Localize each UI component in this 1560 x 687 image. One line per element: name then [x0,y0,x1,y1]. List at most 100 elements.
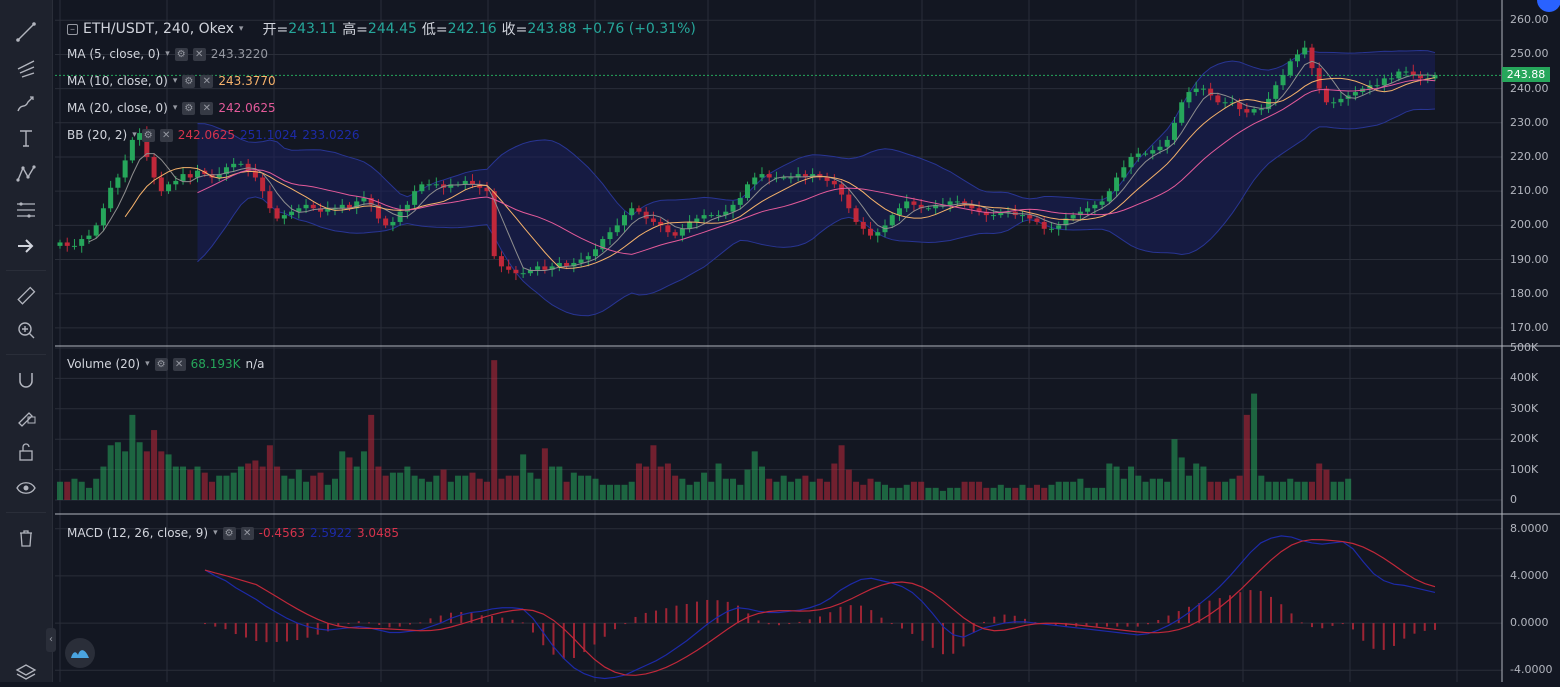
candle-body [1041,221,1047,229]
volume-bar [230,472,237,500]
macd-histogram-bar [480,615,483,624]
bb-legend[interactable]: BB (20, 2) ▾ ⚙ ✕ 242.0625 251.1024 233.022… [67,128,360,142]
macd-histogram-bar [1136,623,1139,627]
candle-body [1193,88,1199,93]
candle-body [1237,102,1243,110]
brush-tool-icon[interactable] [10,88,42,120]
pattern-tool-icon[interactable] [10,158,42,190]
ma10-legend[interactable]: MA (10, close, 0) ▾ ⚙ ✕ 243.3770 [67,74,276,88]
volume-bar [744,469,751,500]
volume-bar [208,481,215,500]
chart-canvas[interactable] [55,0,1560,682]
ma10-label[interactable]: MA (10, close, 0) [67,74,168,88]
lock-drawing-icon[interactable] [10,400,42,432]
fib-tool-icon[interactable] [10,194,42,226]
chevron-down-icon[interactable]: ▾ [165,49,170,59]
close-icon[interactable]: ✕ [192,47,206,61]
candle-body [470,180,475,185]
volume-label[interactable]: Volume (20) [67,357,141,371]
candle-body [1222,102,1228,104]
candle-body [737,198,743,205]
chevron-down-icon[interactable]: ▾ [172,103,178,113]
volume-bar [1337,481,1344,500]
settings-icon[interactable]: ⚙ [154,357,168,371]
volume-bar [708,481,715,500]
ma5-label[interactable]: MA (5, close, 0) [67,47,161,61]
macd-label[interactable]: MACD (12, 26, close, 9) [67,526,209,540]
volume-bar [107,445,114,500]
macd-histogram-bar [429,618,432,624]
chevron-down-icon[interactable]: ▾ [145,359,150,369]
volume-bar [1062,481,1069,500]
ma20-label[interactable]: MA (20, close, 0) [67,101,168,115]
close-icon[interactable]: ✕ [159,128,173,142]
macd-line [204,535,1436,680]
volume-bar [737,484,744,500]
eye-icon[interactable] [10,472,42,504]
volume-bar [172,466,179,500]
volume-bar [715,463,722,500]
candle-body [137,133,143,140]
macd-histogram-bar [1167,615,1170,624]
volume-bar [180,466,187,500]
macd-histogram-bar [634,616,637,624]
volume-bar [1099,487,1106,500]
macd-histogram-bar [409,623,411,625]
volume-bar [563,481,570,500]
volume-legend[interactable]: Volume (20) ▾ ⚙ ✕ 68.193K n/a [67,357,264,371]
chevron-down-icon[interactable]: ▾ [238,24,244,34]
volume-bar [1251,393,1258,500]
settings-icon[interactable]: ⚙ [222,526,236,540]
volume-bar [498,478,505,500]
settings-icon[interactable]: ⚙ [174,47,188,61]
settings-icon[interactable]: ⚙ [141,128,155,142]
volume-bar [838,445,845,500]
unlock-icon[interactable] [10,436,42,468]
ma20-legend[interactable]: MA (20, close, 0) ▾ ⚙ ✕ 242.0625 [67,101,276,115]
candle-body [1121,167,1127,178]
candle-body [1229,102,1235,104]
volume-bar [1272,481,1279,500]
layers-icon[interactable] [10,655,42,687]
candle-body [1418,74,1424,79]
close-icon[interactable]: ✕ [172,357,186,371]
candle-body [593,249,599,257]
trend-line-tool-icon[interactable] [10,16,42,48]
volume-bar [1287,478,1294,500]
collapse-legend-icon[interactable]: – [67,23,78,35]
settings-icon[interactable]: ⚙ [182,74,196,88]
volume-bar [860,484,867,500]
chart-area[interactable]: – ETH/USDT, 240, Okex ▾ 开= 243.11 高= 244.4… [55,0,1560,682]
volume-bar [845,469,852,500]
close-icon[interactable]: ✕ [240,526,254,540]
collapse-toolbar-button[interactable]: ‹ [46,628,56,652]
ma5-legend[interactable]: MA (5, close, 0) ▾ ⚙ ✕ 243.3220 [67,47,268,61]
symbol-title[interactable]: ETH/USDT, 240, Okex [83,21,234,37]
macd-legend[interactable]: MACD (12, 26, close, 9) ▾ ⚙ ✕ -0.4563 2.59… [67,526,399,540]
candle-body [1157,146,1163,151]
candle-body [274,208,280,219]
bb-label[interactable]: BB (20, 2) [67,128,128,142]
chevron-down-icon[interactable]: ▾ [132,130,137,140]
chevron-down-icon[interactable]: ▾ [213,528,218,538]
trash-icon[interactable] [10,522,42,554]
settings-icon[interactable]: ⚙ [182,101,196,115]
candle-body [1005,211,1011,213]
close-icon[interactable]: ✕ [200,74,214,88]
close-icon[interactable]: ✕ [200,101,214,115]
candle-body [346,204,352,209]
chevron-down-icon[interactable]: ▾ [172,76,178,86]
ruler-tool-icon[interactable] [10,280,42,312]
volume-bar [1157,478,1163,500]
candle-body [679,228,685,236]
text-tool-icon[interactable] [10,122,42,154]
pitchfork-tool-icon[interactable] [10,52,42,84]
arrow-tool-icon[interactable] [10,230,42,262]
macd-histogram-bar [1331,623,1334,626]
magnet-icon[interactable] [10,364,42,396]
volume-bar [686,484,693,500]
candle-body [650,218,656,222]
zoom-in-icon[interactable] [10,314,42,346]
candle-body [412,191,418,205]
settings-badge-icon[interactable] [1537,0,1560,12]
